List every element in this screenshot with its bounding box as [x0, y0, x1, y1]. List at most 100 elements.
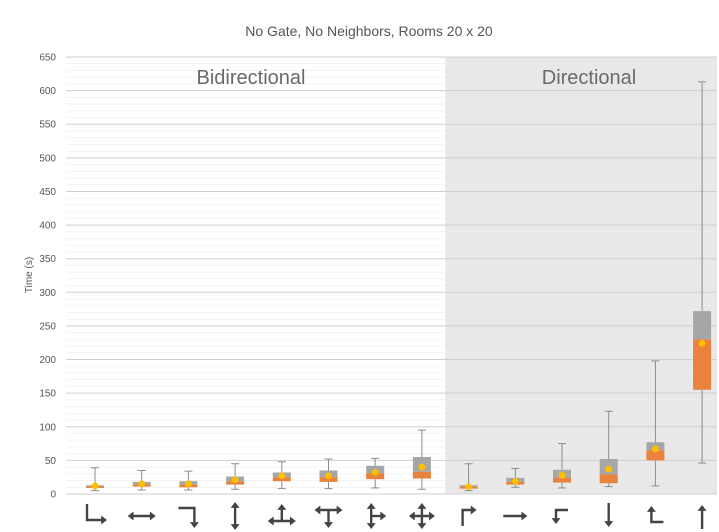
- y-tick-label: 200: [39, 355, 56, 366]
- lower-box: [366, 473, 385, 480]
- arrow-stroke: [554, 508, 568, 520]
- box-plot-item: [86, 467, 104, 492]
- mean-marker: [511, 477, 519, 485]
- arrow-head: [101, 515, 107, 525]
- lower-box: [693, 339, 712, 390]
- region-background: [445, 57, 717, 494]
- t-junction-up-arrow-icon: [267, 504, 296, 526]
- arrow-head: [267, 516, 274, 526]
- box-plot-item: [179, 470, 198, 491]
- box-plot-item: [132, 469, 151, 491]
- mean-marker: [185, 480, 192, 488]
- box-plot-item: [693, 81, 712, 464]
- arrow-head: [417, 523, 427, 529]
- y-tick-label: 550: [39, 120, 56, 131]
- chart-title: No Gate, No Neighbors, Rooms 20 x 20: [245, 23, 493, 39]
- arrow-head: [314, 505, 321, 515]
- boxes: [86, 81, 712, 492]
- mean-marker: [325, 472, 332, 480]
- region-labels: Bidirectional Directional: [197, 67, 637, 89]
- arrow-head: [646, 506, 656, 512]
- region-label: Directional: [542, 67, 636, 89]
- lower-box: [599, 474, 618, 484]
- turn-right-then-down-arrow-icon: [178, 506, 199, 528]
- arrow-head: [380, 511, 387, 521]
- arrow-head: [366, 503, 376, 509]
- right-arrow-icon: [503, 511, 528, 521]
- mean-marker: [465, 483, 472, 491]
- arrow-stroke: [461, 508, 473, 526]
- box-plot-item: [506, 467, 525, 488]
- arrow-stroke: [85, 504, 103, 522]
- upper-box: [693, 311, 712, 340]
- mean-marker: [371, 469, 379, 476]
- four-way-cross-arrow-icon: [408, 503, 435, 529]
- vertical-double-arrow-icon: [230, 502, 240, 530]
- mean-marker: [138, 480, 146, 488]
- box-plot-item: [319, 458, 338, 490]
- arrow-head: [604, 521, 614, 527]
- box-plot-item: [599, 410, 618, 488]
- arrow-head: [127, 511, 134, 521]
- arrow-head: [697, 505, 707, 511]
- arrow-head: [189, 522, 199, 528]
- arrow-head: [408, 511, 415, 521]
- arrow-head: [336, 505, 343, 515]
- gridlines: [66, 56, 717, 495]
- turn-down-then-right-arrow-icon: [85, 504, 107, 525]
- arrow-head: [366, 523, 376, 529]
- arrow-head: [149, 511, 156, 521]
- y-tick-label: 50: [45, 456, 57, 467]
- arrow-head: [324, 522, 333, 528]
- arrow-head: [429, 511, 435, 521]
- corner-up-right-arrow-icon: [461, 505, 477, 526]
- box-plot-item: [226, 463, 245, 490]
- y-tick-label: 0: [50, 490, 56, 501]
- down-arrow-icon: [604, 503, 614, 527]
- mean-marker: [231, 476, 239, 484]
- mean-marker: [278, 472, 286, 480]
- y-tick-label: 100: [39, 422, 56, 433]
- y-tick-label: 450: [39, 187, 56, 198]
- y-tick-label: 250: [39, 321, 56, 332]
- lower-box: [553, 477, 571, 483]
- lower-box: [319, 477, 338, 482]
- arrow-head: [289, 516, 296, 526]
- corner-up-left-arrow-icon: [646, 506, 664, 524]
- box-plot-item: [646, 360, 665, 487]
- arrow-head: [521, 511, 528, 521]
- arrow-head: [470, 505, 477, 515]
- y-tick-labels: 0 50 100 150 200 250 300 350 400 450 500 550 600 650: [39, 53, 56, 501]
- y-axis-label: Time (s): [24, 257, 35, 293]
- horizontal-double-arrow-icon: [127, 511, 156, 521]
- lower-box: [646, 450, 665, 461]
- mean-marker: [91, 482, 99, 490]
- arrow-head: [417, 503, 427, 509]
- mean-marker: [418, 463, 426, 471]
- box-plot-item: [366, 457, 385, 489]
- arrow-head: [230, 524, 240, 530]
- t-junction-down-arrow-icon: [314, 505, 343, 528]
- y-tick-label: 300: [39, 288, 56, 299]
- y-tick-label: 500: [39, 153, 56, 164]
- y-tick-label: 650: [39, 53, 56, 64]
- y-tick-label: 350: [39, 254, 56, 265]
- region-backgrounds: [66, 57, 717, 494]
- arrow-stroke: [178, 506, 196, 522]
- corner-down-left-arrow-icon: [551, 508, 568, 524]
- t-junction-right-arrow-icon: [366, 503, 387, 529]
- box-plot-item: [412, 429, 431, 490]
- up-arrow-icon: [697, 505, 707, 529]
- lower-box: [412, 471, 431, 479]
- box-plot-item: [553, 443, 571, 489]
- region-background: [66, 57, 446, 494]
- y-tick-label: 150: [39, 389, 56, 400]
- y-tick-label: 600: [39, 86, 56, 97]
- category-icons: [85, 502, 707, 530]
- mean-marker: [698, 340, 706, 347]
- arrow-head: [551, 518, 561, 524]
- arrow-head: [277, 504, 287, 510]
- arrow-stroke: [650, 510, 664, 524]
- mean-marker: [652, 445, 659, 453]
- box-plot-item: [459, 463, 478, 492]
